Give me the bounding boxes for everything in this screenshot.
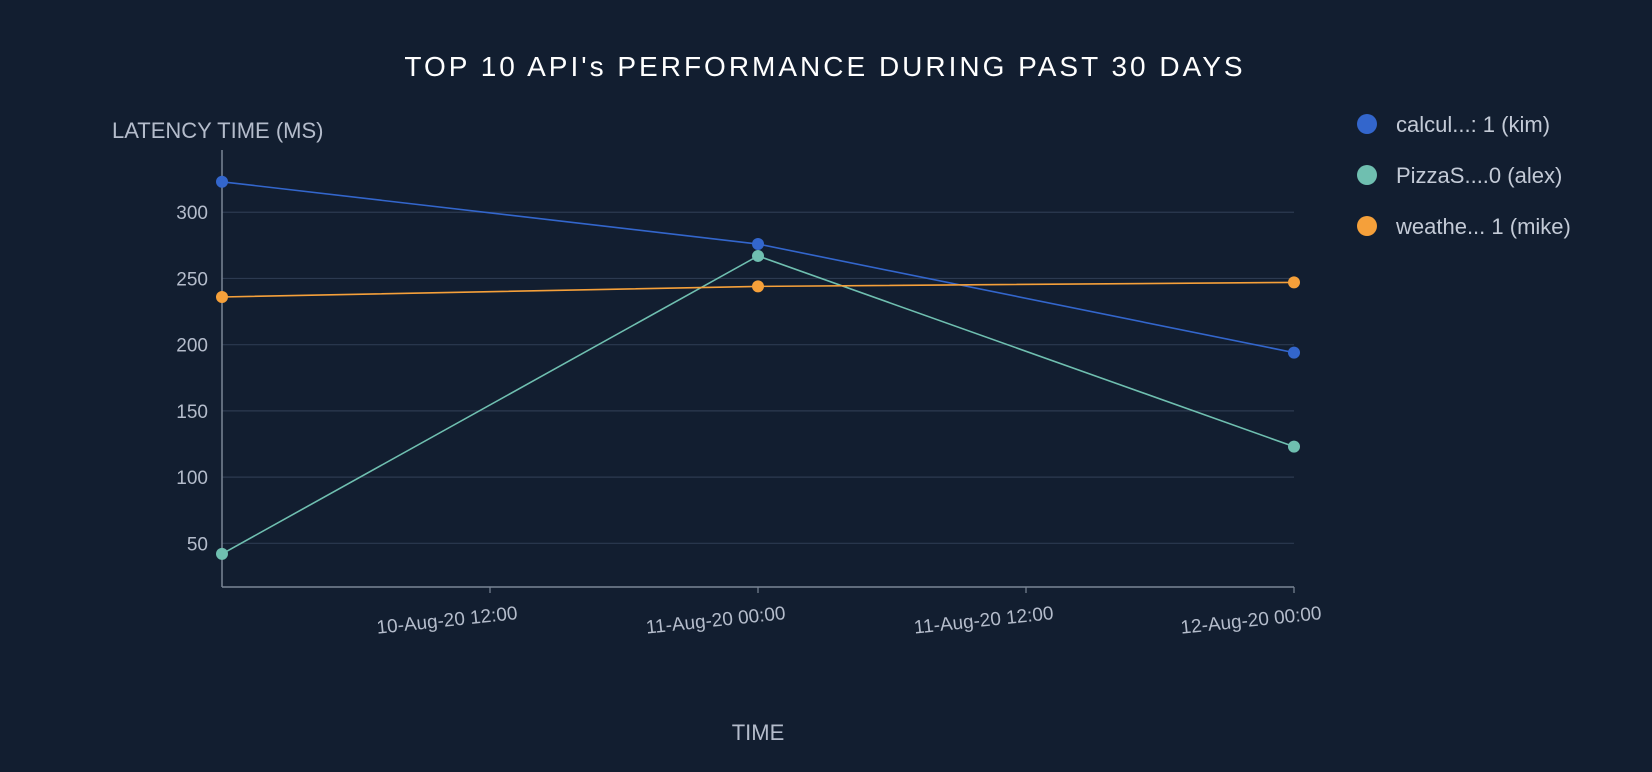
x-tick-label: 11-Aug-20 12:00: [913, 603, 1055, 639]
y-tick-label: 150: [176, 402, 208, 423]
series-group: [216, 249, 1300, 560]
legend-label: PizzaS....0 (alex): [1396, 163, 1562, 188]
y-tick-label: 200: [176, 336, 208, 357]
legend-item[interactable]: weathe... 1 (mike): [1357, 214, 1571, 239]
data-point[interactable]: [1288, 346, 1300, 359]
legend-swatch: [1357, 165, 1377, 185]
data-point[interactable]: [752, 280, 764, 293]
x-tick-label: 10-Aug-20 12:00: [376, 603, 519, 639]
legend-label: calcul...: 1 (kim): [1396, 112, 1550, 137]
gridlines: [222, 211, 1294, 544]
x-tick-label: 11-Aug-20 00:00: [645, 603, 787, 639]
data-point[interactable]: [752, 249, 764, 262]
legend-swatch: [1357, 216, 1377, 236]
x-axis-title: TIME: [732, 720, 785, 745]
x-tick-label: 12-Aug-20 00:00: [1180, 603, 1323, 639]
y-tick-label: 50: [187, 534, 208, 555]
legend: calcul...: 1 (kim) PizzaS....0 (alex) weat…: [1357, 112, 1571, 239]
series-group: [216, 276, 1300, 303]
y-tick-label: 100: [176, 468, 208, 489]
axes: [221, 150, 1294, 588]
chart-title: TOP 10 API's PERFORMANCE DURING PAST 30 …: [404, 51, 1245, 82]
y-ticks: 50 100 150 200 250 300: [176, 203, 208, 555]
legend-item[interactable]: PizzaS....0 (alex): [1357, 163, 1562, 188]
series: [216, 175, 1300, 560]
y-axis-title: LATENCY TIME (MS): [112, 118, 323, 143]
data-point[interactable]: [216, 290, 228, 303]
y-tick-label: 250: [176, 269, 208, 290]
data-point[interactable]: [752, 238, 764, 251]
series-line: [221, 180, 1295, 354]
legend-item[interactable]: calcul...: 1 (kim): [1357, 112, 1550, 137]
data-point[interactable]: [216, 175, 228, 188]
data-point[interactable]: [216, 547, 228, 560]
series-group: [216, 175, 1300, 359]
series-line: [221, 255, 1295, 555]
y-tick-label: 300: [176, 203, 208, 224]
data-point[interactable]: [1288, 276, 1300, 289]
legend-swatch: [1357, 114, 1377, 134]
x-ticks: 10-Aug-20 12:00 11-Aug-20 00:00 11-Aug-20 …: [376, 587, 1323, 639]
data-point[interactable]: [1288, 440, 1300, 453]
legend-label: weathe... 1 (mike): [1395, 214, 1571, 239]
